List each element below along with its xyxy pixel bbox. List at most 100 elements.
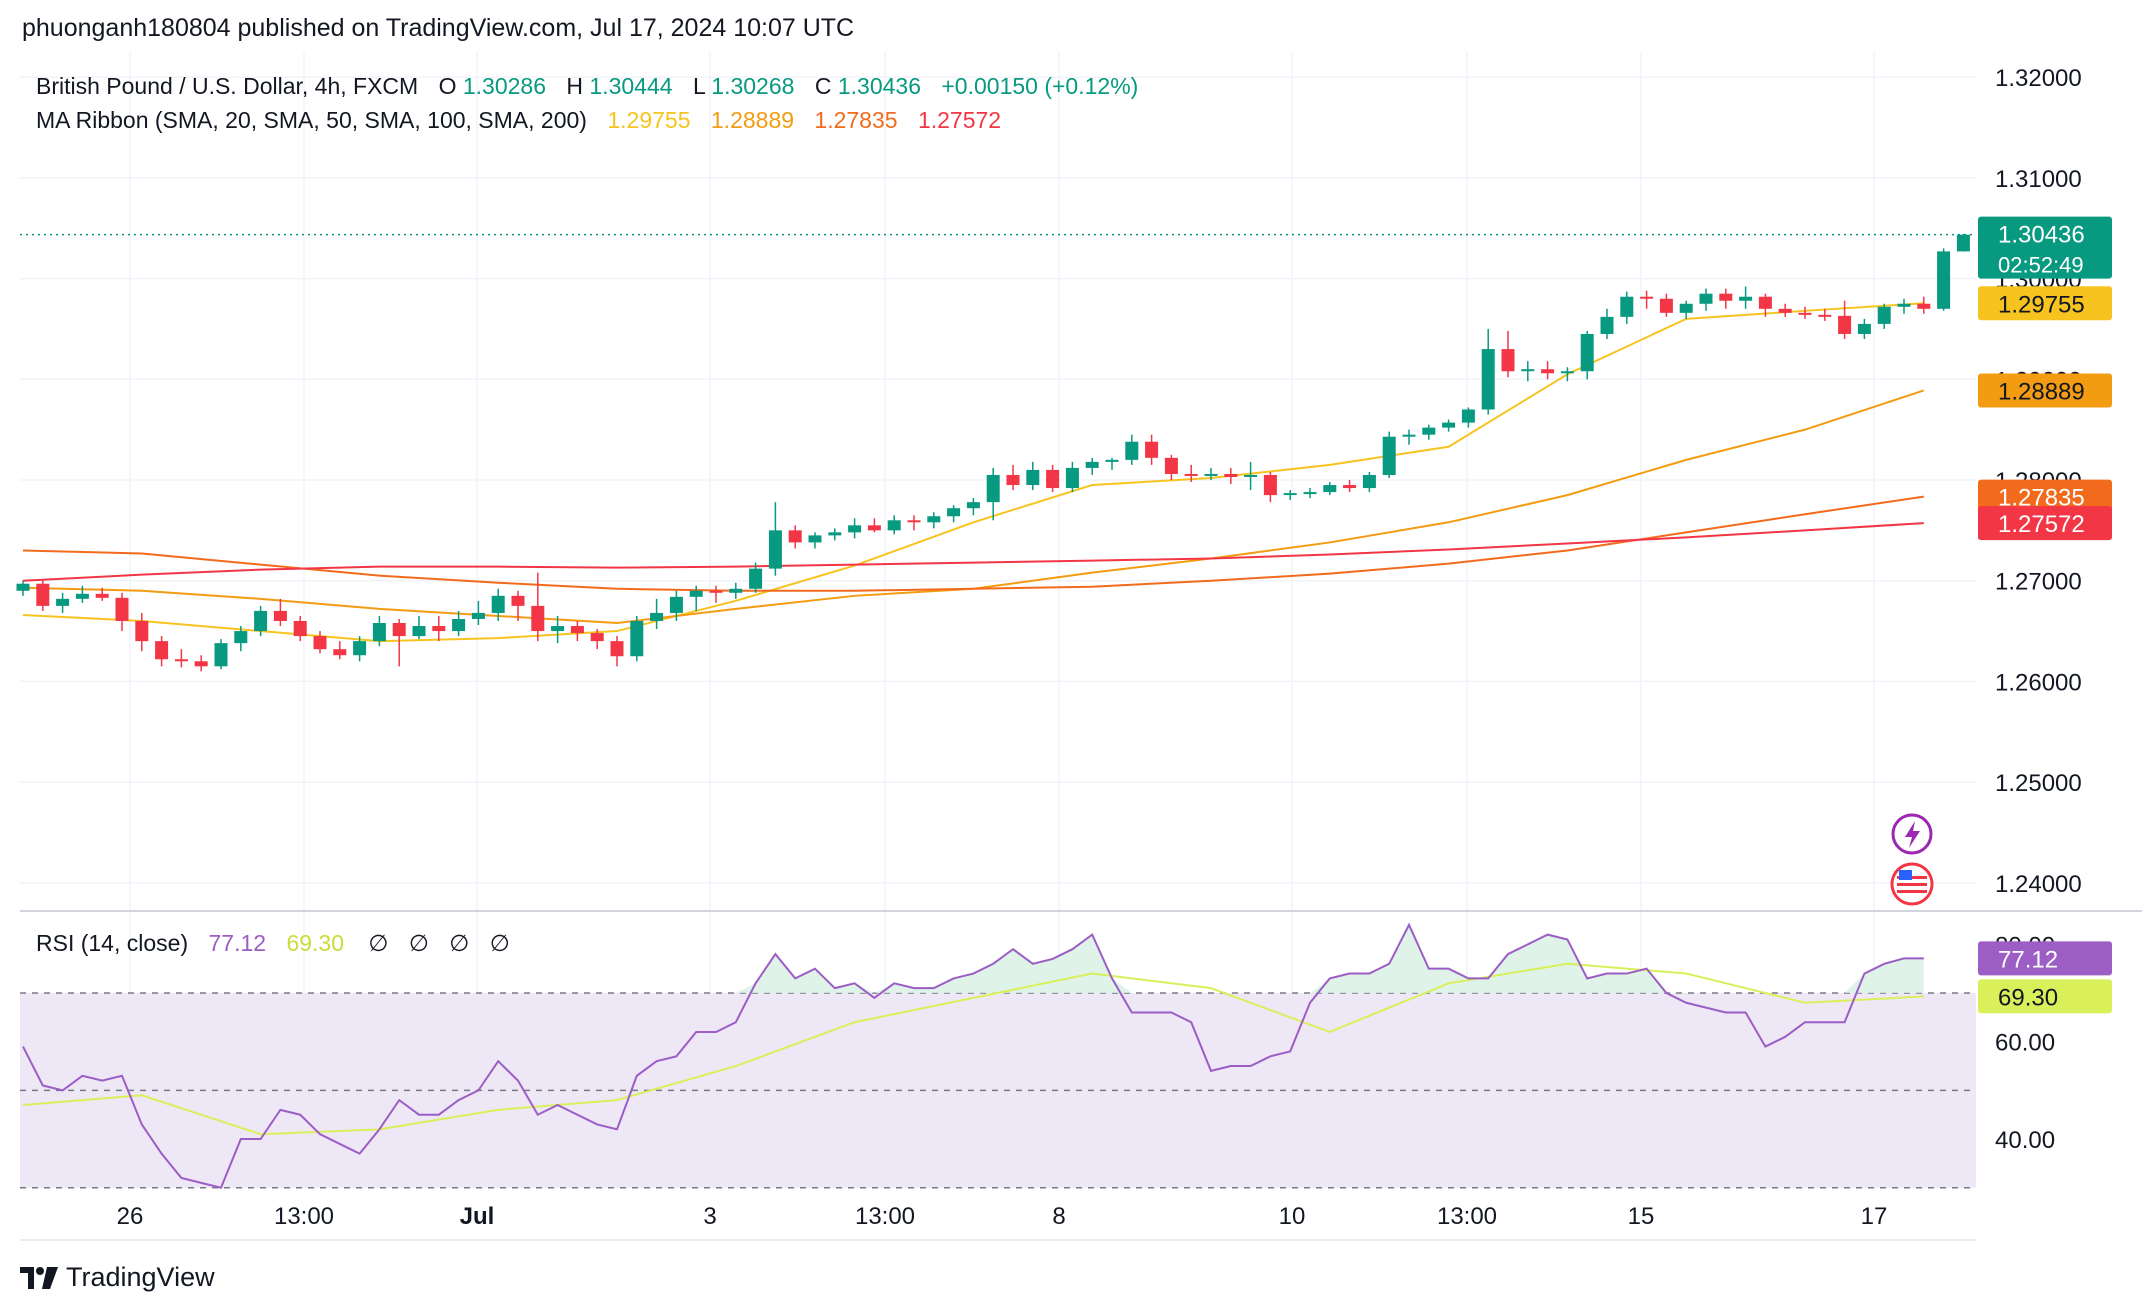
candle	[1224, 467, 1238, 485]
rsi-line	[22, 922, 1924, 1189]
candle-body	[1758, 296, 1772, 309]
price-axis-tick: 1.32000	[1995, 65, 2082, 92]
sma50-badge-text: 1.28889	[1998, 378, 2085, 405]
sma50-badge[interactable]: 1.28889	[1978, 373, 2112, 408]
last-price-badge-countdown: 02:52:49	[1998, 253, 2084, 278]
candle-body	[848, 525, 862, 533]
tradingview-logo-icon[interactable]	[20, 1266, 58, 1289]
candle-body	[1699, 293, 1713, 304]
candle-body	[1739, 296, 1753, 301]
candle	[174, 649, 188, 668]
candle	[1521, 361, 1535, 382]
candle-body	[1659, 298, 1673, 313]
candle	[1263, 471, 1277, 503]
candle	[669, 590, 683, 621]
candle	[947, 505, 961, 523]
lightning-icon[interactable]	[1891, 813, 1933, 855]
svg-text:British Pound / U.S. Dollar, 4: British Pound / U.S. Dollar, 4h, FXCM O …	[36, 73, 1138, 99]
candle-body	[56, 598, 70, 606]
candle	[194, 655, 208, 672]
candle-body	[531, 605, 545, 632]
candle-body	[1224, 473, 1238, 477]
last-price-badge-bg	[1978, 216, 2112, 279]
candle	[749, 562, 763, 593]
high-value: 1.30444	[589, 73, 672, 99]
candle	[808, 532, 822, 549]
candle-body	[214, 643, 228, 667]
candle	[927, 512, 941, 529]
symbol-title: British Pound / U.S. Dollar, 4h, FXCM	[36, 73, 418, 99]
candle-body	[709, 590, 723, 593]
candle	[1857, 318, 1871, 340]
candle	[491, 588, 505, 621]
candle-body	[1679, 303, 1693, 313]
sma100-value: 1.27835	[814, 107, 897, 133]
sma100-badge[interactable]: 1.27835	[1978, 479, 2112, 514]
price-axis-tick: 1.31000	[1995, 166, 2082, 193]
candle	[1758, 293, 1772, 317]
candle	[768, 502, 782, 576]
time-axis-tick: Jul	[460, 1203, 495, 1230]
candle	[1818, 308, 1832, 321]
time-axis-tick: 13:00	[274, 1203, 334, 1230]
candle	[867, 518, 881, 533]
candle-body	[1937, 251, 1951, 309]
candle-body	[392, 623, 406, 637]
candle-body	[75, 593, 89, 599]
rsi-badge[interactable]: 77.12	[1978, 941, 2112, 976]
price-axis-tick: 1.26000	[1995, 669, 2082, 696]
candle-body	[669, 596, 683, 613]
candle-body	[1838, 315, 1852, 334]
candle	[1679, 300, 1693, 319]
rsi-badge-text: 77.12	[1998, 946, 2058, 973]
candle-body	[1105, 459, 1119, 462]
candle-body	[986, 474, 1000, 503]
candle	[155, 636, 169, 667]
footer: TradingView	[20, 1262, 215, 1293]
us-flag-icon[interactable]	[1890, 862, 1934, 906]
sma20-badge[interactable]: 1.29755	[1978, 286, 2112, 321]
candle-body	[1640, 296, 1654, 299]
rsi-ma-badge[interactable]: 69.30	[1978, 979, 2112, 1014]
time-axis-tick: 8	[1052, 1203, 1065, 1230]
candle-body	[966, 502, 980, 509]
candle	[610, 636, 624, 667]
candle-body	[749, 568, 763, 589]
candle-body	[115, 597, 129, 621]
candle-body	[808, 535, 822, 543]
rsi-placeholder: ∅	[409, 930, 429, 956]
last-price-badge[interactable]: 1.30436 02:52:49	[1978, 216, 2112, 279]
time-axis-tick: 26	[117, 1203, 144, 1230]
candle-body	[254, 610, 268, 632]
candle-body	[1263, 474, 1277, 496]
candle-body	[788, 530, 802, 543]
rsi-value: 77.12	[209, 930, 267, 956]
candle-body	[729, 588, 743, 593]
candle	[1026, 461, 1040, 491]
sma200-badge[interactable]: 1.27572	[1978, 506, 2112, 541]
candle	[729, 582, 743, 599]
candle-body	[887, 520, 901, 531]
tradingview-brand[interactable]: TradingView	[66, 1262, 215, 1292]
candle-body	[1857, 323, 1871, 334]
candle	[273, 598, 287, 627]
candle-body	[1877, 306, 1891, 324]
candle-body	[1283, 493, 1297, 496]
svg-text:RSI (14, close) 77.12: RSI (14, close) 77.12 69.30 ∅ ∅ ∅ ∅	[36, 930, 510, 956]
candle-body	[1006, 474, 1020, 486]
candle-body	[1065, 467, 1079, 489]
ma-ribbon-title: MA Ribbon (SMA, 20, SMA, 50, SMA, 100, S…	[36, 107, 587, 133]
time-axis-tick: 13:00	[1437, 1203, 1497, 1230]
candle-body	[16, 583, 30, 591]
low-value: 1.30268	[711, 73, 794, 99]
candle	[1620, 291, 1634, 324]
last-price-badge-text: 1.30436	[1998, 222, 2085, 249]
time-axis-tick: 13:00	[855, 1203, 915, 1230]
candle-body	[867, 525, 881, 531]
candle-body	[1481, 349, 1495, 410]
candle-body	[551, 626, 565, 632]
candle-body	[590, 633, 604, 642]
candle	[1085, 457, 1099, 475]
candle	[432, 615, 446, 642]
